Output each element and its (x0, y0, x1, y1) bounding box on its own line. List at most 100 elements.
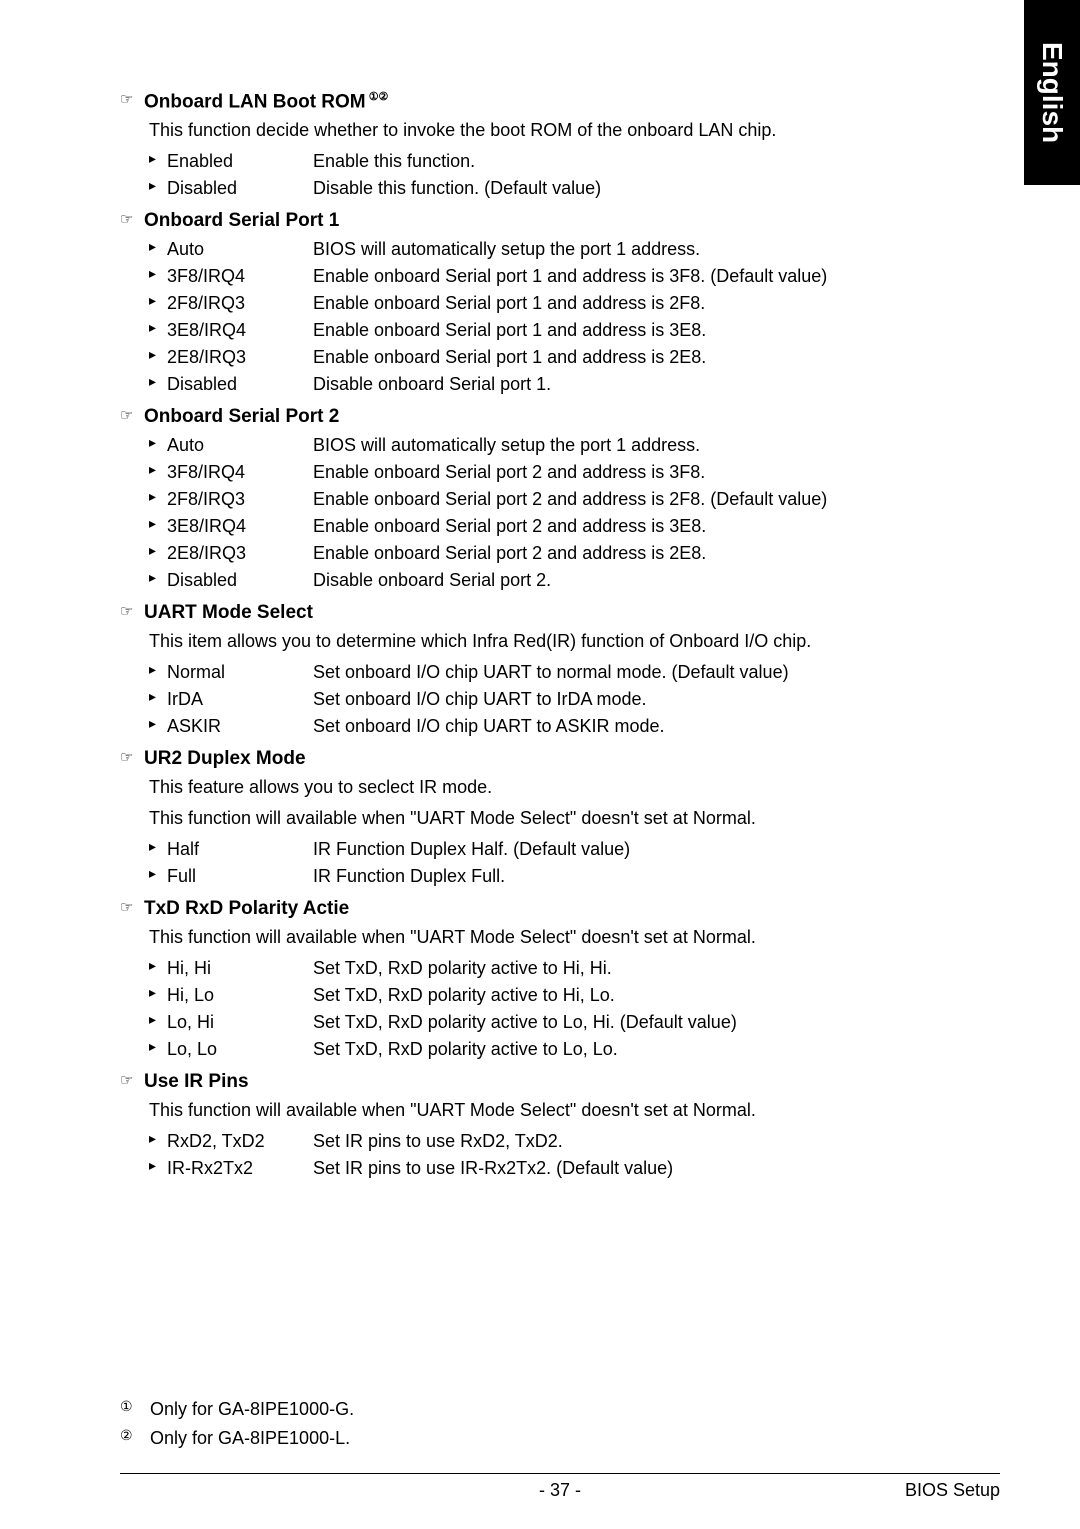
option-description: Enable onboard Serial port 2 and address… (313, 459, 960, 486)
language-tab: English (1024, 0, 1080, 185)
option-bullet-icon: ▸ (149, 1128, 167, 1155)
option-description: Enable this function. (313, 148, 960, 175)
section-title: Use IR Pins (144, 1071, 249, 1093)
bios-section: ☞Onboard Serial Port 1▸AutoBIOS will aut… (120, 210, 960, 398)
footnote-marker: ② (120, 1424, 150, 1453)
option-bullet-icon: ▸ (149, 263, 167, 290)
option-description: Disable onboard Serial port 2. (313, 567, 960, 594)
section-header: ☞UR2 Duplex Mode (120, 748, 960, 770)
option-bullet-icon: ▸ (149, 982, 167, 1009)
section-header: ☞Onboard Serial Port 1 (120, 210, 960, 232)
bios-section: ☞Onboard Serial Port 2▸AutoBIOS will aut… (120, 406, 960, 594)
option-name: Full (167, 863, 313, 890)
section-title: Onboard Serial Port 1 (144, 210, 339, 232)
option-description: Set IR pins to use IR-Rx2Tx2. (Default v… (313, 1155, 960, 1182)
section-title: TxD RxD Polarity Actie (144, 898, 349, 920)
option-row: ▸NormalSet onboard I/O chip UART to norm… (149, 659, 960, 686)
option-bullet-icon: ▸ (149, 486, 167, 513)
option-bullet-icon: ▸ (149, 1009, 167, 1036)
option-row: ▸DisabledDisable onboard Serial port 1. (149, 371, 960, 398)
option-name: RxD2, TxD2 (167, 1128, 313, 1155)
footnote-row: ②Only for GA-8IPE1000-L. (120, 1424, 960, 1453)
option-name: Half (167, 836, 313, 863)
option-bullet-icon: ▸ (149, 1036, 167, 1063)
option-name: Disabled (167, 175, 313, 202)
option-name: Disabled (167, 567, 313, 594)
section-description: This function decide whether to invoke t… (149, 117, 960, 144)
option-bullet-icon: ▸ (149, 371, 167, 398)
option-bullet-icon: ▸ (149, 148, 167, 175)
bios-section: ☞Use IR PinsThis function will available… (120, 1071, 960, 1182)
option-row: ▸Lo, LoSet TxD, RxD polarity active to L… (149, 1036, 960, 1063)
option-bullet-icon: ▸ (149, 459, 167, 486)
option-description: BIOS will automatically setup the port 1… (313, 432, 960, 459)
option-row: ▸HalfIR Function Duplex Half. (Default v… (149, 836, 960, 863)
option-name: 3F8/IRQ4 (167, 263, 313, 290)
hand-pointer-icon: ☞ (120, 210, 144, 228)
footnote-row: ①Only for GA-8IPE1000-G. (120, 1395, 960, 1424)
option-bullet-icon: ▸ (149, 567, 167, 594)
option-row: ▸FullIR Function Duplex Full. (149, 863, 960, 890)
footnote-ref: ①② (366, 91, 389, 103)
bios-section: ☞UART Mode Select This item allows you to… (120, 602, 960, 740)
footnote-text: Only for GA-8IPE1000-G. (150, 1395, 354, 1424)
option-bullet-icon: ▸ (149, 513, 167, 540)
section-title: UR2 Duplex Mode (144, 748, 306, 770)
option-bullet-icon: ▸ (149, 290, 167, 317)
option-bullet-icon: ▸ (149, 344, 167, 371)
option-name: Hi, Hi (167, 955, 313, 982)
option-bullet-icon: ▸ (149, 836, 167, 863)
option-description: BIOS will automatically setup the port 1… (313, 236, 960, 263)
footnotes: ①Only for GA-8IPE1000-G.②Only for GA-8IP… (120, 1395, 960, 1453)
page-footer: - 37 - BIOS Setup (120, 1473, 1000, 1501)
section-header: ☞Onboard Serial Port 2 (120, 406, 960, 428)
option-bullet-icon: ▸ (149, 955, 167, 982)
page-number: - 37 - (539, 1480, 581, 1501)
section-header: ☞TxD RxD Polarity Actie (120, 898, 960, 920)
option-description: Set IR pins to use RxD2, TxD2. (313, 1128, 960, 1155)
option-description: Enable onboard Serial port 1 and address… (313, 317, 960, 344)
option-description: Enable onboard Serial port 1 and address… (313, 290, 960, 317)
option-row: ▸2F8/IRQ3Enable onboard Serial port 1 an… (149, 290, 960, 317)
hand-pointer-icon: ☞ (120, 90, 144, 108)
section-description: This feature allows you to seclect IR mo… (149, 774, 960, 801)
option-description: Enable onboard Serial port 2 and address… (313, 513, 960, 540)
option-row: ▸3E8/IRQ4Enable onboard Serial port 1 an… (149, 317, 960, 344)
option-name: ASKIR (167, 713, 313, 740)
option-bullet-icon: ▸ (149, 1155, 167, 1182)
section-title: Onboard LAN Boot ROM ①② (144, 90, 388, 113)
option-description: Disable onboard Serial port 1. (313, 371, 960, 398)
option-description: Set TxD, RxD polarity active to Lo, Hi. … (313, 1009, 960, 1036)
option-row: ▸DisabledDisable this function. (Default… (149, 175, 960, 202)
section-description: This item allows you to determine which … (149, 628, 960, 655)
option-row: ▸EnabledEnable this function. (149, 148, 960, 175)
option-description: Set onboard I/O chip UART to ASKIR mode. (313, 713, 960, 740)
hand-pointer-icon: ☞ (120, 602, 144, 620)
option-bullet-icon: ▸ (149, 686, 167, 713)
option-bullet-icon: ▸ (149, 432, 167, 459)
hand-pointer-icon: ☞ (120, 406, 144, 424)
option-name: 3E8/IRQ4 (167, 317, 313, 344)
option-name: 3F8/IRQ4 (167, 459, 313, 486)
bios-section: ☞Onboard LAN Boot ROM ①② This function de… (120, 90, 960, 202)
language-tab-text: English (1036, 42, 1068, 143)
footer-section-name: BIOS Setup (905, 1480, 1000, 1501)
option-row: ▸AutoBIOS will automatically setup the p… (149, 432, 960, 459)
option-description: Set TxD, RxD polarity active to Hi, Lo. (313, 982, 960, 1009)
option-row: ▸2E8/IRQ3Enable onboard Serial port 1 an… (149, 344, 960, 371)
option-name: Hi, Lo (167, 982, 313, 1009)
main-content: ☞Onboard LAN Boot ROM ①②This function de… (0, 0, 1080, 1182)
option-description: Set onboard I/O chip UART to normal mode… (313, 659, 960, 686)
option-name: 2E8/IRQ3 (167, 540, 313, 567)
option-name: 2E8/IRQ3 (167, 344, 313, 371)
option-description: IR Function Duplex Half. (Default value) (313, 836, 960, 863)
section-title: Onboard Serial Port 2 (144, 406, 339, 428)
option-row: ▸Hi, HiSet TxD, RxD polarity active to H… (149, 955, 960, 982)
option-description: Set onboard I/O chip UART to IrDA mode. (313, 686, 960, 713)
hand-pointer-icon: ☞ (120, 1071, 144, 1089)
option-name: Auto (167, 432, 313, 459)
option-name: Disabled (167, 371, 313, 398)
section-header: ☞Onboard LAN Boot ROM ①② (120, 90, 960, 113)
section-header: ☞UART Mode Select (120, 602, 960, 624)
option-description: Disable this function. (Default value) (313, 175, 960, 202)
